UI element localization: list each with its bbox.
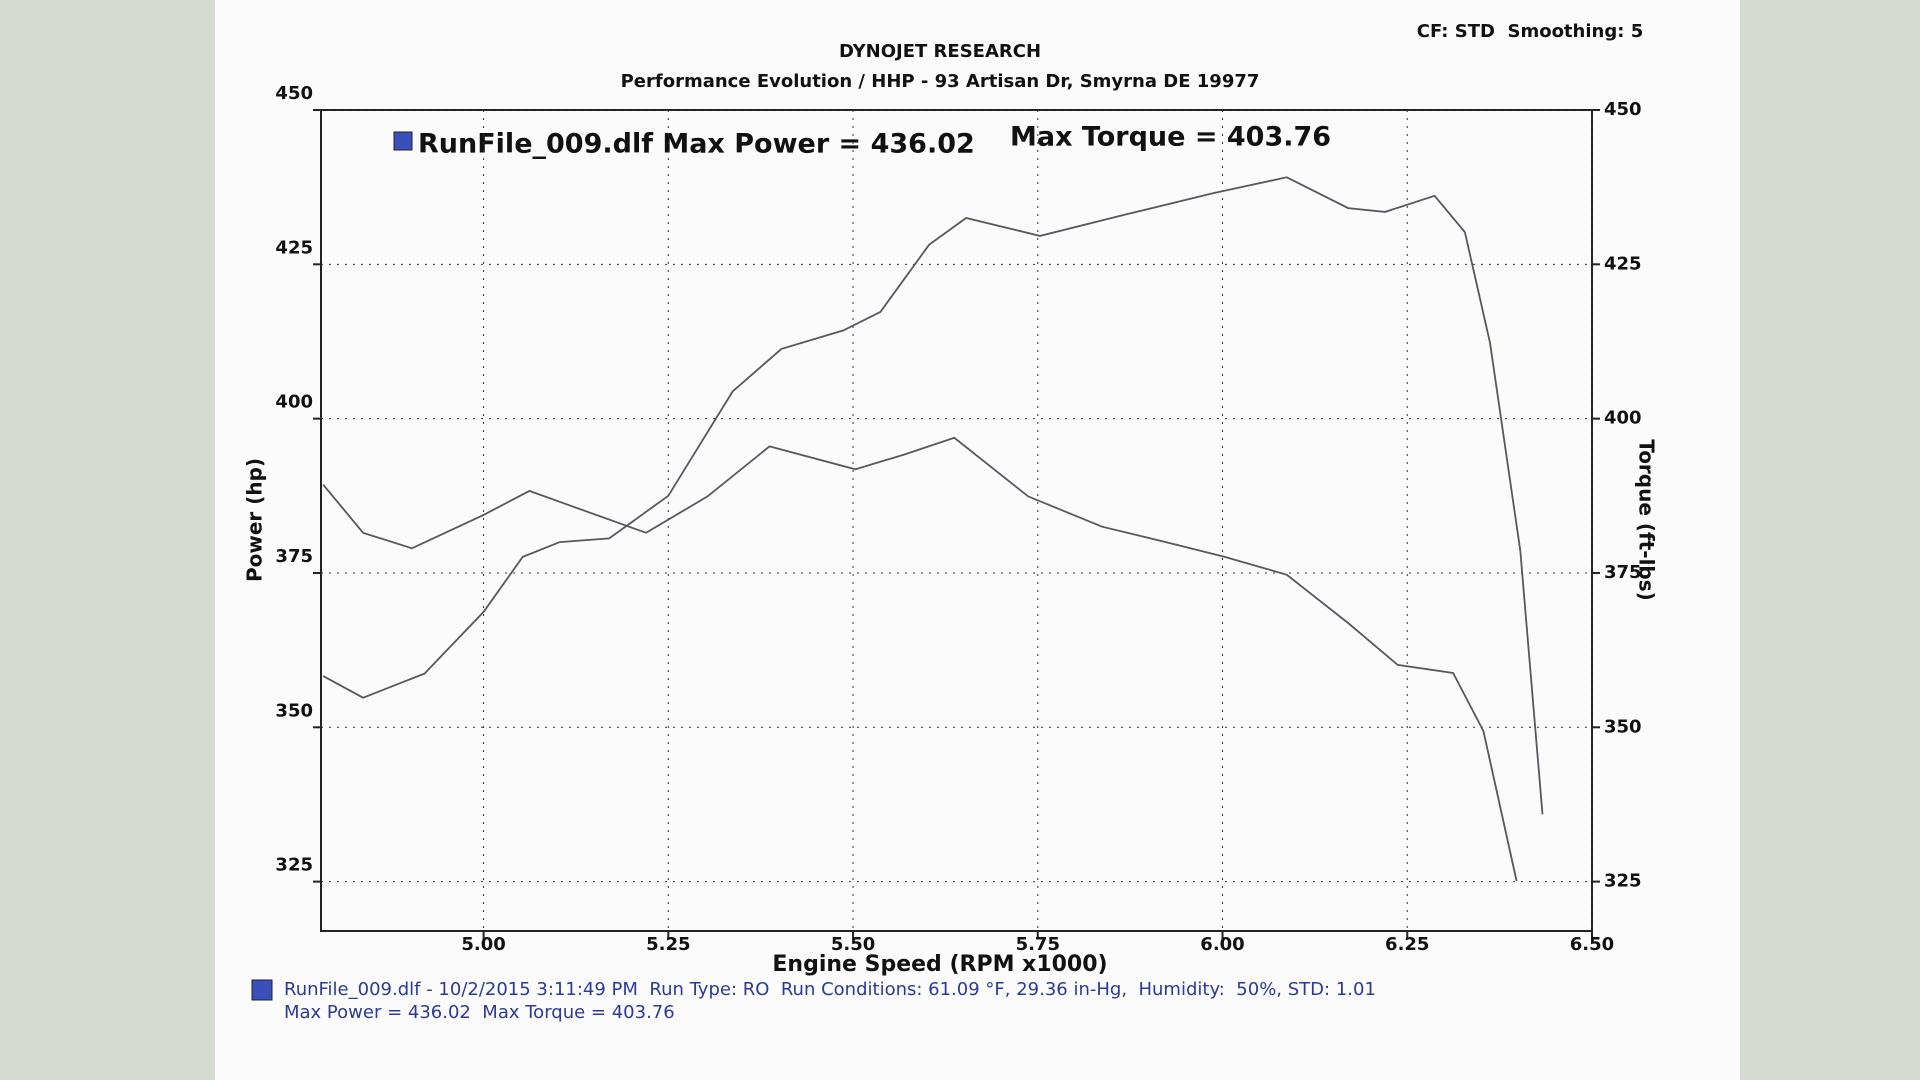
x-tick-label: 6.00 <box>1200 934 1244 955</box>
footer-line: Max Power = 436.02 Max Torque = 403.76 <box>284 1002 675 1023</box>
x-tick-label: 6.50 <box>1570 934 1614 955</box>
y-tick-label: 400 <box>275 392 313 413</box>
x-tick-label: 5.50 <box>831 934 875 955</box>
y-axis-label: Power (hp) <box>243 458 267 582</box>
y2-tick-label: 350 <box>1604 716 1642 737</box>
series-line <box>322 176 1544 815</box>
x-tick-label: 5.75 <box>1016 934 1060 955</box>
y2-tick-label: 400 <box>1604 408 1642 429</box>
y-tick-label: 325 <box>275 855 313 876</box>
y-tick-label: 375 <box>275 546 313 567</box>
y2-axis-label: Torque (ft-lbs) <box>1635 439 1659 601</box>
x-tick-label: 5.00 <box>461 934 505 955</box>
y-tick-label: 425 <box>275 237 313 258</box>
plot-frame <box>320 109 1593 932</box>
legend-text: RunFile_009.dlf Max Power = 436.02 <box>418 129 975 160</box>
y-tick-label: 350 <box>275 700 313 721</box>
legend-swatch <box>393 131 413 151</box>
footer-swatch <box>251 979 273 1001</box>
y2-tick-label: 450 <box>1604 99 1642 120</box>
x-tick-label: 6.25 <box>1385 934 1429 955</box>
x-tick-label: 5.25 <box>646 934 690 955</box>
x-axis-label: Engine Speed (RPM x1000) <box>772 952 1107 977</box>
legend-text: Max Torque = 403.76 <box>1010 122 1331 153</box>
y2-tick-label: 375 <box>1604 562 1642 583</box>
y2-tick-label: 325 <box>1604 871 1642 892</box>
series-line <box>322 436 1518 882</box>
y-tick-label: 450 <box>275 83 313 104</box>
footer-line: RunFile_009.dlf - 10/2/2015 3:11:49 PM R… <box>284 979 1376 1000</box>
chart-title: DYNOJET RESEARCH <box>839 41 1041 62</box>
chart-subtitle: Performance Evolution / HHP - 93 Artisan… <box>621 71 1260 92</box>
corner-note: CF: STD Smoothing: 5 <box>1417 21 1643 42</box>
y2-tick-label: 425 <box>1604 253 1642 274</box>
paper <box>215 0 1740 1080</box>
